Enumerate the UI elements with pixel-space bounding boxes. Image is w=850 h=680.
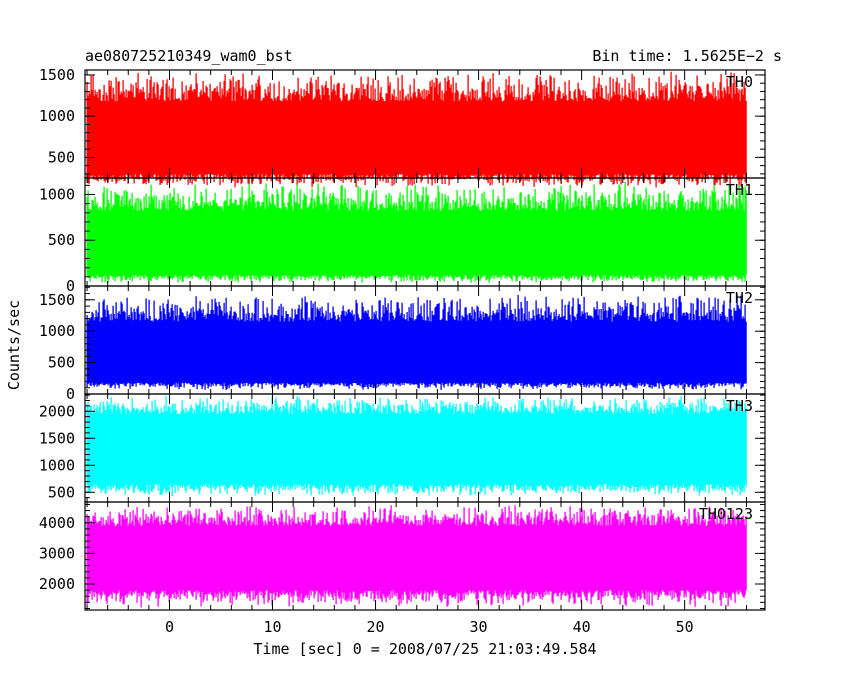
x-tick-label: 50 — [676, 618, 694, 636]
chart-title-left: ae080725210349_wam0_bst — [85, 47, 293, 65]
x-axis-label: Time [sec] 0 = 2008/07/25 21:03:49.584 — [253, 640, 596, 658]
panel-label-th0: TH0 — [726, 73, 753, 91]
series-th1-core — [87, 210, 747, 276]
series-th0-core — [87, 101, 747, 174]
panel-frame-th0123 — [84, 501, 766, 611]
panel-label-th0123: TH0123 — [699, 505, 753, 523]
panel-label-th2: TH2 — [726, 289, 753, 307]
y-tick-label: 3000 — [39, 544, 75, 562]
y-tick-label: 1000 — [39, 107, 75, 125]
panel-label-th1: TH1 — [726, 181, 753, 199]
x-tick-label: 40 — [573, 618, 591, 636]
series-th2-core — [87, 321, 747, 383]
x-tick-label: 10 — [263, 618, 281, 636]
y-tick-label: 2000 — [39, 402, 75, 420]
y-tick-label: 1000 — [39, 322, 75, 340]
y-tick-label: 1500 — [39, 291, 75, 309]
y-tick-label: 1500 — [39, 429, 75, 447]
y-tick-label: 4000 — [39, 514, 75, 532]
series-th0123-core — [87, 525, 747, 591]
y-tick-label: 0 — [66, 385, 75, 403]
panel-label-th3: TH3 — [726, 397, 753, 415]
x-tick-label: 30 — [470, 618, 488, 636]
chart-title-right: Bin time: 1.5625E−2 s — [592, 47, 782, 65]
y-tick-label: 500 — [48, 148, 75, 166]
y-tick-label: 500 — [48, 354, 75, 372]
y-tick-label: 0 — [66, 277, 75, 295]
y-tick-label: 500 — [48, 483, 75, 501]
y-axis-label: Counts/sec — [5, 300, 23, 390]
y-tick-label: 1000 — [39, 185, 75, 203]
y-tick-label: 1000 — [39, 456, 75, 474]
y-tick-label: 2000 — [39, 575, 75, 593]
series-th3-core — [87, 413, 747, 485]
y-tick-label: 1500 — [39, 66, 75, 84]
x-tick-label: 0 — [165, 618, 174, 636]
x-tick-label: 20 — [367, 618, 385, 636]
y-tick-label: 500 — [48, 231, 75, 249]
